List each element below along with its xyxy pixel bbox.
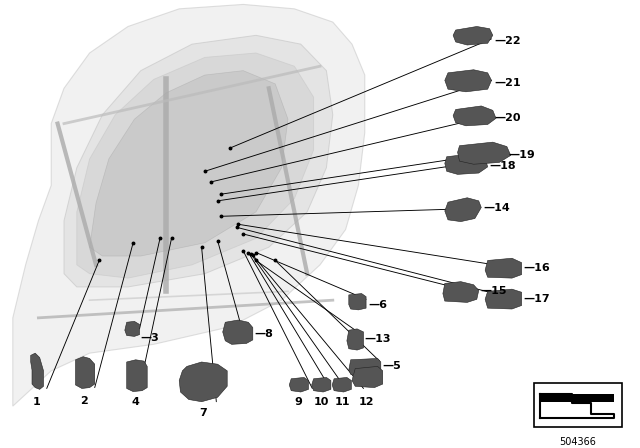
Text: —18: —18 (490, 160, 516, 171)
Polygon shape (332, 377, 351, 392)
Polygon shape (349, 358, 381, 375)
Text: 504366: 504366 (559, 437, 596, 447)
Polygon shape (445, 70, 492, 92)
Polygon shape (352, 366, 383, 388)
Text: —22: —22 (494, 35, 521, 46)
Text: 12: 12 (358, 397, 374, 407)
Text: —8: —8 (255, 329, 273, 339)
Text: 11: 11 (335, 397, 350, 407)
Text: 9: 9 (294, 397, 302, 407)
Polygon shape (127, 360, 147, 392)
Text: —14: —14 (483, 203, 510, 213)
Polygon shape (223, 320, 253, 345)
Bar (534, 383, 622, 427)
Text: —3: —3 (141, 333, 159, 343)
Text: —15: —15 (480, 286, 506, 297)
Polygon shape (453, 26, 493, 45)
Text: 1: 1 (33, 397, 40, 407)
Polygon shape (485, 289, 522, 309)
Text: —5: —5 (383, 362, 401, 371)
Polygon shape (13, 4, 365, 406)
Text: —21: —21 (494, 78, 521, 88)
Text: 4: 4 (132, 397, 140, 407)
Text: —13: —13 (365, 334, 391, 344)
Text: —16: —16 (524, 263, 550, 273)
Text: —19: —19 (509, 151, 536, 160)
Polygon shape (76, 357, 95, 388)
Polygon shape (453, 106, 496, 126)
Polygon shape (485, 258, 522, 278)
Polygon shape (445, 154, 488, 174)
Polygon shape (349, 293, 366, 310)
Text: —6: —6 (368, 300, 387, 310)
Text: —20: —20 (494, 113, 520, 123)
Polygon shape (125, 321, 140, 336)
Polygon shape (443, 282, 479, 302)
Polygon shape (31, 353, 44, 389)
Text: 2: 2 (81, 396, 88, 406)
Polygon shape (445, 198, 481, 222)
Polygon shape (64, 35, 333, 287)
Polygon shape (289, 377, 308, 392)
Polygon shape (90, 71, 288, 256)
Text: 7: 7 (200, 408, 207, 418)
Polygon shape (77, 53, 314, 278)
Text: —17: —17 (524, 294, 550, 304)
Polygon shape (347, 329, 364, 350)
Polygon shape (458, 142, 511, 164)
Polygon shape (179, 362, 227, 402)
Text: 10: 10 (314, 397, 329, 407)
Bar (540, 394, 614, 402)
Polygon shape (312, 377, 331, 392)
